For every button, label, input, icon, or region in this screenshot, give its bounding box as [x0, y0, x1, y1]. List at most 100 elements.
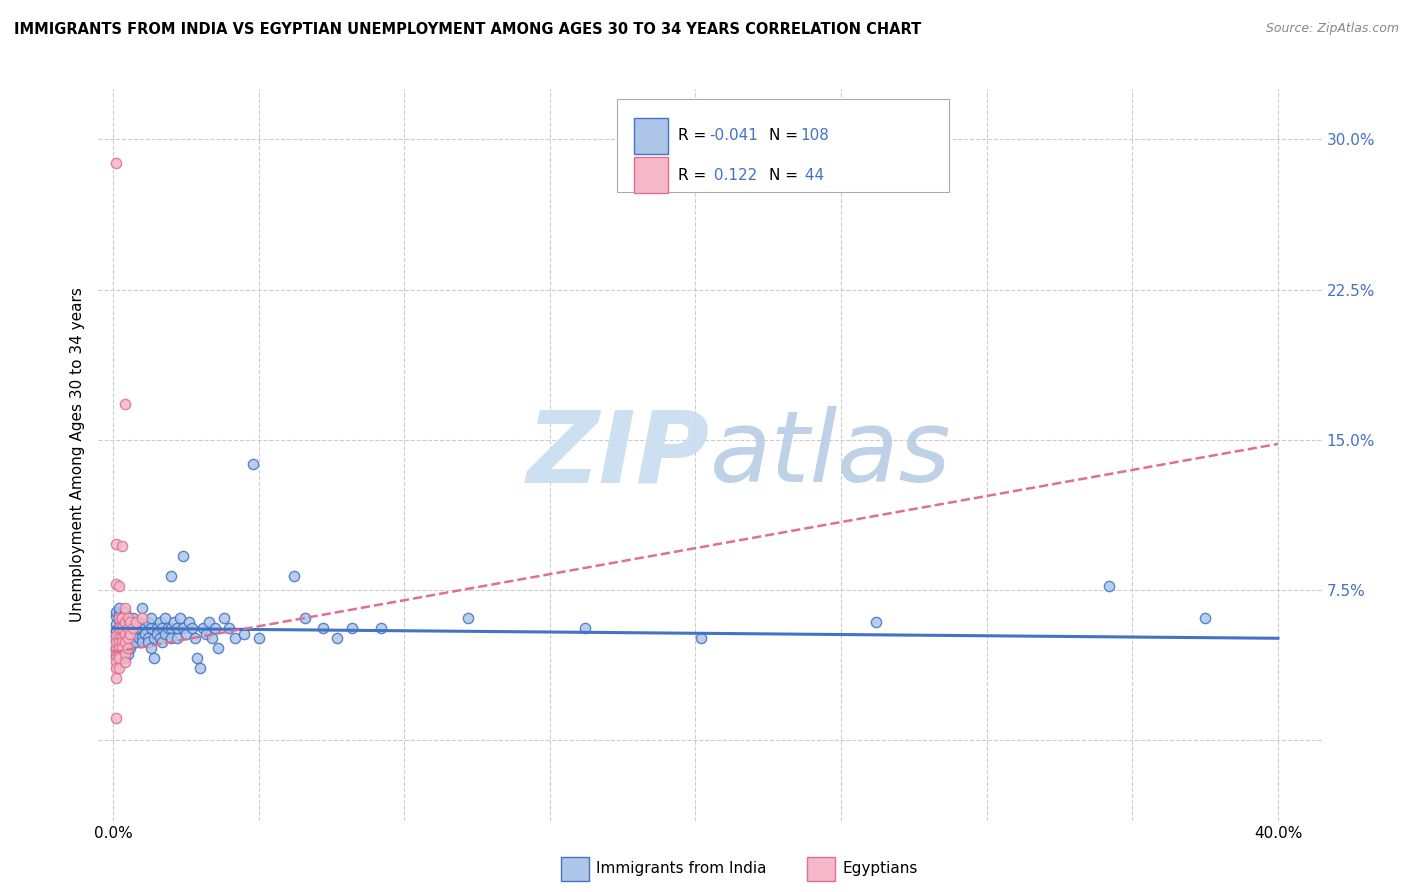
Point — [174, 627, 197, 641]
Point — [169, 611, 191, 625]
Point — [108, 641, 131, 656]
Point — [117, 621, 139, 635]
Point — [120, 627, 142, 641]
Point — [136, 635, 159, 649]
Point — [128, 621, 150, 635]
Point — [117, 641, 139, 656]
Point — [111, 621, 134, 635]
Point — [111, 635, 134, 649]
Point — [326, 632, 349, 646]
Point — [114, 601, 136, 615]
Text: N =: N = — [769, 128, 803, 144]
Point — [108, 648, 131, 662]
Point — [690, 632, 713, 646]
Point — [128, 615, 150, 630]
Point — [312, 621, 335, 635]
Point — [111, 641, 134, 656]
Point — [104, 633, 127, 648]
Point — [134, 621, 156, 635]
Point — [193, 621, 215, 635]
Text: -0.041: -0.041 — [709, 128, 758, 144]
Point — [104, 641, 127, 656]
Point — [122, 635, 145, 649]
Point — [131, 611, 153, 625]
Point — [114, 635, 136, 649]
Point — [114, 641, 136, 656]
Point — [108, 635, 131, 649]
Point — [108, 629, 131, 643]
Point — [114, 627, 136, 641]
Point — [128, 632, 150, 646]
Point — [104, 648, 127, 662]
Text: 0.122: 0.122 — [709, 168, 756, 183]
Point — [111, 539, 134, 553]
Point — [139, 641, 162, 656]
Point — [108, 621, 131, 635]
Point — [108, 637, 131, 651]
Point — [152, 635, 174, 649]
Point — [1194, 611, 1216, 625]
Point — [120, 641, 142, 656]
Point — [134, 627, 156, 641]
Point — [111, 632, 134, 646]
Point — [163, 615, 186, 630]
Point — [111, 635, 134, 649]
Point — [104, 577, 127, 591]
Point — [160, 621, 183, 635]
Point — [370, 621, 392, 635]
Point — [108, 607, 131, 622]
Point — [122, 611, 145, 625]
Point — [233, 627, 256, 641]
Point — [125, 635, 148, 649]
Point — [117, 615, 139, 630]
Point — [104, 629, 127, 643]
Point — [117, 635, 139, 649]
Text: Egyptians: Egyptians — [842, 862, 918, 876]
Point — [117, 648, 139, 662]
Point — [104, 661, 127, 675]
Point — [120, 621, 142, 635]
Point — [111, 648, 134, 662]
Point — [183, 632, 205, 646]
Point — [166, 632, 188, 646]
Point — [104, 537, 127, 551]
Point — [120, 627, 142, 641]
Point — [104, 649, 127, 664]
Point — [149, 615, 172, 630]
Point — [104, 641, 127, 656]
Point — [218, 621, 240, 635]
Point — [114, 605, 136, 619]
Point — [117, 611, 139, 625]
Point — [212, 611, 235, 625]
Point — [111, 611, 134, 625]
Point — [111, 627, 134, 641]
Point — [574, 621, 596, 635]
Text: atlas: atlas — [710, 407, 952, 503]
Point — [145, 627, 167, 641]
Point — [111, 611, 134, 625]
Point — [1098, 579, 1121, 593]
Point — [188, 661, 212, 675]
Point — [114, 621, 136, 635]
Point — [117, 632, 139, 646]
Text: 108: 108 — [800, 128, 830, 144]
Point — [139, 621, 162, 635]
Point — [114, 397, 136, 411]
Point — [114, 615, 136, 630]
Point — [157, 621, 180, 635]
Point — [136, 632, 159, 646]
Point — [114, 648, 136, 662]
Point — [145, 621, 167, 635]
Point — [166, 621, 188, 635]
Point — [120, 632, 142, 646]
Point — [177, 615, 200, 630]
Y-axis label: Unemployment Among Ages 30 to 34 years: Unemployment Among Ages 30 to 34 years — [70, 287, 86, 623]
Point — [294, 611, 316, 625]
Point — [139, 611, 162, 625]
Point — [108, 579, 131, 593]
Point — [111, 641, 134, 656]
Point — [131, 635, 153, 649]
Point — [201, 632, 224, 646]
Point — [104, 656, 127, 670]
Text: R =: R = — [678, 168, 711, 183]
